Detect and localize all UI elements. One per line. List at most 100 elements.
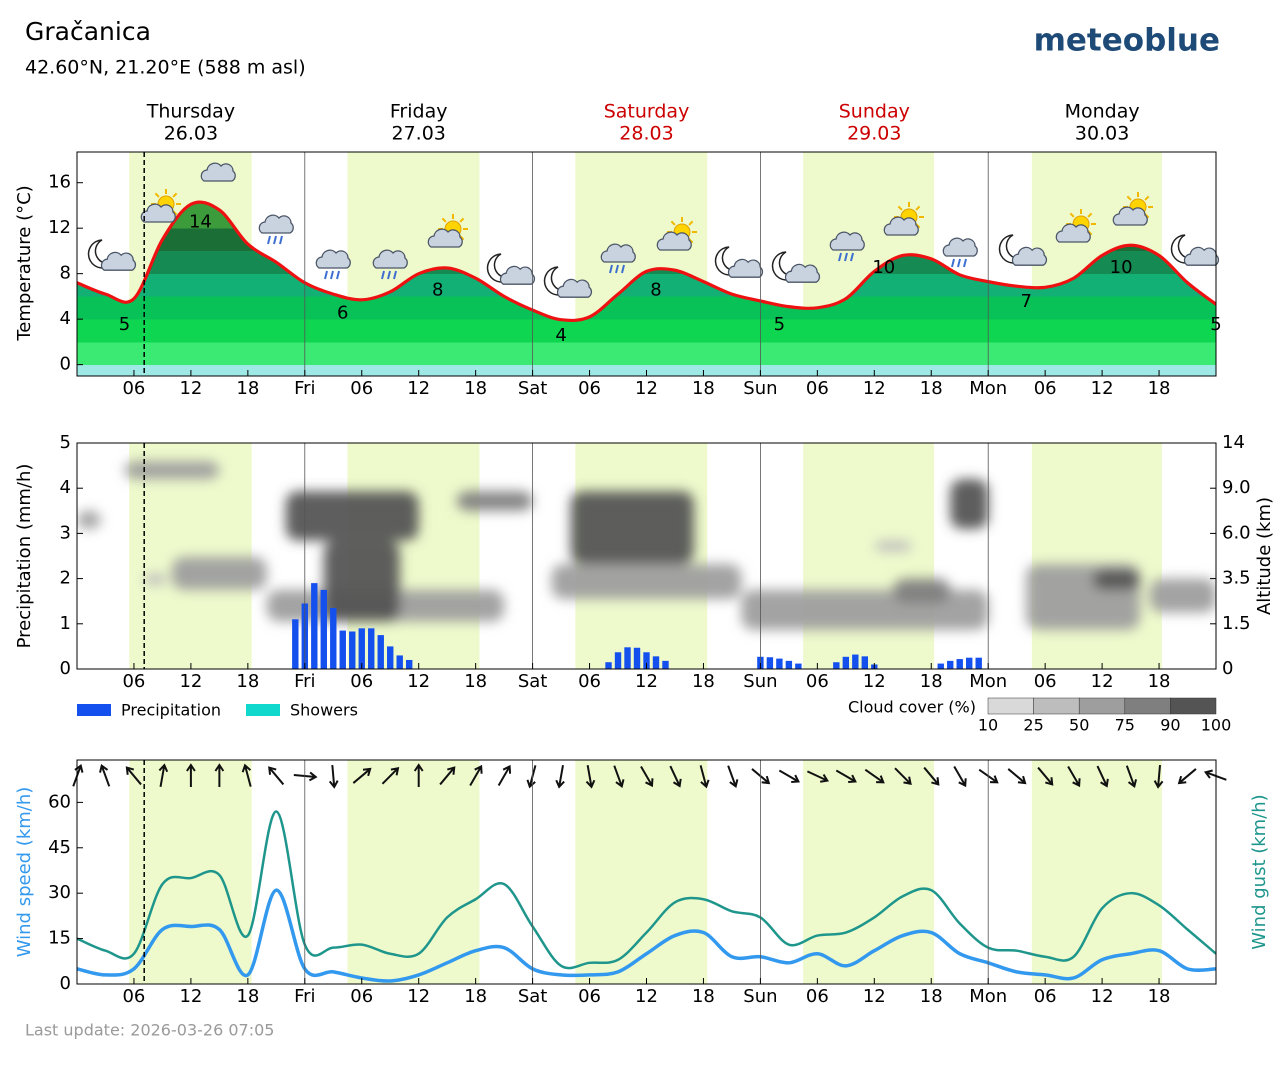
x-tick-label: Fri [294, 671, 315, 692]
cloud-patch [1092, 569, 1141, 590]
cloud-layer [77, 461, 1216, 630]
cloud-legend-tick: 90 [1160, 716, 1180, 735]
x-tick-label: 12 [407, 671, 430, 692]
y-tick-label: 1 [60, 613, 71, 634]
wind-arrow [923, 766, 940, 786]
sun-ray [459, 217, 465, 223]
cloud [942, 237, 978, 257]
cloud-legend-box [987, 697, 1034, 715]
x-tick-label: 06 [1034, 378, 1057, 399]
x-tick-label: 12 [863, 671, 886, 692]
day-date: 28.03 [619, 123, 673, 145]
weather-icon [1112, 192, 1153, 226]
weather-icon [486, 253, 536, 285]
daylight [575, 760, 708, 984]
x-tick-label: 18 [236, 671, 259, 692]
precipitation-bar [349, 631, 356, 669]
cloud [1183, 246, 1220, 266]
x-tick-label: 12 [1091, 986, 1114, 1007]
x-tick-label: 06 [1034, 986, 1057, 1007]
x-tick-label: 06 [122, 378, 145, 399]
precipitation-bar [947, 660, 954, 669]
cloud-legend-box [1033, 697, 1080, 715]
wind-arrow [585, 764, 596, 789]
x-tick-label: 12 [179, 671, 202, 692]
precipitation-bar [387, 646, 394, 669]
y-tick-label: 0 [60, 658, 71, 679]
y2-tick-label: 0 [1222, 658, 1233, 679]
wind-arrow [439, 766, 456, 786]
wind-arrow [241, 763, 252, 787]
cloud-patch [551, 564, 742, 599]
wind-line [77, 810, 1216, 970]
day-name: Friday [390, 101, 448, 123]
wind-arrow [469, 764, 483, 787]
x-tick-label: 12 [407, 986, 430, 1007]
wind-arrow [1067, 765, 1081, 788]
wind-arrow [699, 765, 710, 789]
y-tick-label: 60 [48, 791, 71, 812]
wind-line [77, 888, 1216, 983]
cloud [140, 203, 176, 223]
sun-ray [459, 235, 465, 241]
weather-icon [714, 246, 764, 278]
day-date: 27.03 [391, 123, 445, 145]
weather-icon [771, 251, 821, 283]
temperature-label: 4 [555, 325, 566, 346]
rain [387, 270, 391, 280]
cloud [100, 251, 137, 271]
precipitation-bar [861, 656, 869, 669]
rain [963, 258, 967, 268]
y2-tick-label: 6.0 [1222, 522, 1251, 543]
weather-icon [998, 234, 1048, 266]
y-tick-label: 12 [48, 217, 71, 238]
x-tick-label: 18 [464, 986, 487, 1007]
y-tick-label: 5 [60, 432, 71, 453]
wind-arrow [640, 765, 654, 788]
cloud [258, 214, 294, 234]
wind-arrow [497, 764, 512, 787]
sun-ray [1087, 230, 1093, 236]
wind-arrow [555, 764, 565, 789]
precipitation-bar [795, 663, 802, 669]
wind-arrow [953, 765, 967, 788]
panel [77, 760, 1216, 984]
precipitation-bar [368, 628, 375, 669]
x-tick-label: 18 [920, 671, 943, 692]
legend-label: Showers [290, 701, 358, 720]
x-tick-label: 18 [1148, 671, 1171, 692]
day-date: 26.03 [164, 123, 218, 145]
cloud-legend-tick: 75 [1115, 716, 1135, 735]
rain [621, 264, 625, 274]
precipitation-bar [652, 656, 660, 669]
cloud-patch [285, 491, 419, 541]
cloud [727, 258, 764, 278]
sun-ray [1069, 212, 1075, 218]
daylight [1031, 443, 1162, 669]
y-tick-label: 45 [48, 837, 71, 858]
rain [844, 252, 848, 262]
precipitation-bar [330, 607, 337, 669]
cloud-patch [124, 461, 220, 480]
wind-arrow [1177, 768, 1197, 785]
wind-arrow [835, 769, 857, 783]
cloud-patch [874, 540, 913, 552]
cloud-patch [77, 510, 101, 529]
cloud-patch [171, 556, 267, 590]
day-date: 30.03 [1075, 123, 1129, 145]
y-tick-label: 0 [60, 973, 71, 994]
sun-ray [915, 223, 921, 229]
weather-icon [942, 237, 978, 268]
x-tick-label: 06 [806, 671, 829, 692]
wind-arrow [1037, 766, 1054, 786]
x-tick-label: 06 [578, 986, 601, 1007]
sun-ray [1087, 212, 1093, 218]
weather-icon [140, 189, 181, 223]
x-tick-label: Sun [743, 378, 777, 399]
legend-swatch [246, 704, 280, 716]
daylight [803, 760, 935, 984]
y-axis-label: Temperature (°C) [14, 185, 35, 341]
wind-arrow [381, 766, 400, 785]
x-tick-label: Sat [518, 378, 548, 399]
